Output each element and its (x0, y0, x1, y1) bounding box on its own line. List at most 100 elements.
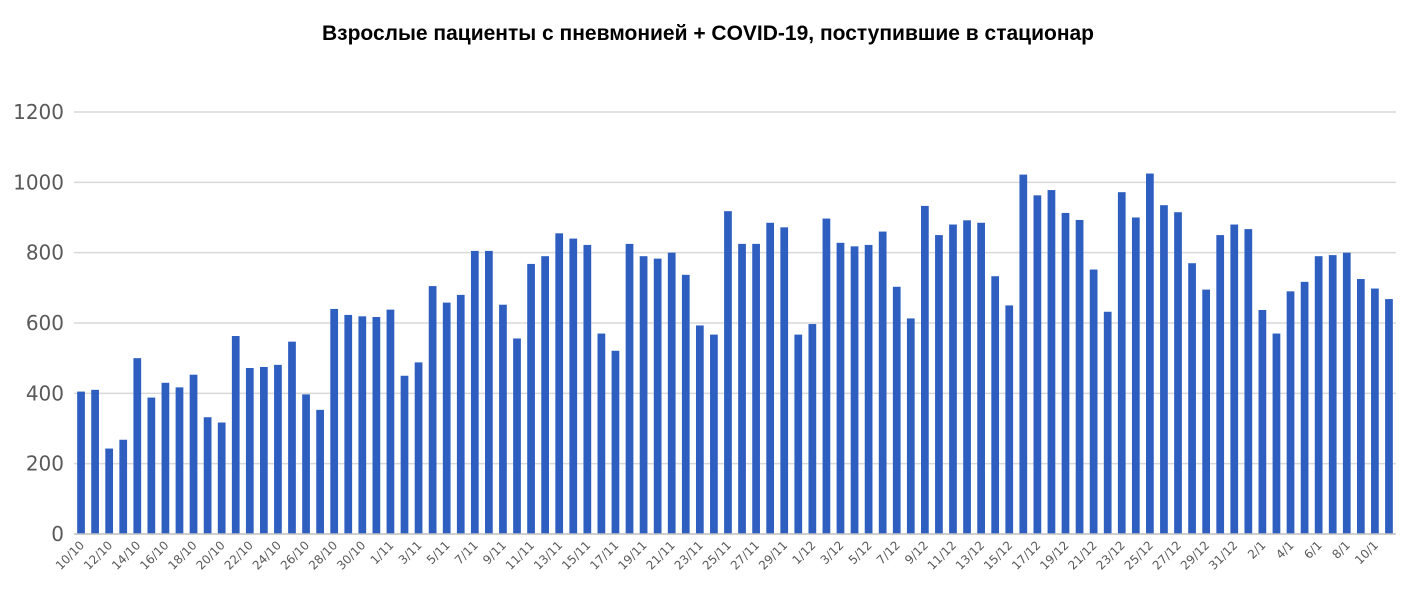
bar (1314, 256, 1323, 534)
bar (1160, 205, 1168, 535)
x-tick-label: 11/12 (925, 538, 959, 572)
bar (555, 233, 564, 534)
x-tick-label: 1/11 (368, 538, 397, 567)
x-tick-label: 13/12 (953, 538, 987, 572)
x-tick-label: 30/10 (334, 538, 368, 572)
x-tick-label: 3/12 (818, 538, 847, 567)
y-tick-label: 0 (51, 522, 64, 546)
bar (456, 294, 465, 534)
bar (569, 238, 578, 534)
bar (259, 366, 268, 534)
bar (1244, 229, 1253, 535)
bar (302, 394, 310, 534)
bar (766, 222, 775, 534)
bar (386, 309, 395, 534)
bars (77, 173, 1393, 535)
bar (991, 276, 1000, 534)
bar (977, 222, 985, 534)
bar (91, 389, 99, 534)
x-tick-label: 4/1 (1273, 538, 1297, 562)
bar (1286, 291, 1295, 534)
bar (316, 409, 324, 534)
bar (414, 362, 423, 534)
x-tick-label: 20/10 (193, 538, 227, 572)
bar (513, 338, 521, 534)
x-tick-label: 19/12 (1037, 538, 1071, 572)
bar (583, 244, 592, 534)
x-tick-label: 24/10 (250, 538, 284, 572)
bar (808, 324, 817, 534)
bar (625, 243, 634, 534)
bar (695, 325, 704, 534)
bar (1117, 192, 1126, 534)
y-tick-label: 600 (26, 311, 64, 335)
bar (963, 220, 971, 534)
x-tick-label: 25/12 (1122, 538, 1156, 572)
bar (105, 448, 114, 534)
bar (906, 318, 915, 534)
bar (1300, 281, 1309, 534)
x-tick-label: 5/11 (424, 538, 453, 567)
bar (77, 391, 85, 534)
bar (274, 364, 282, 534)
x-tick-label: 10/1 (1352, 538, 1381, 567)
y-tick-label: 400 (26, 381, 64, 405)
bar (189, 374, 198, 534)
bar (470, 250, 479, 535)
bar (850, 246, 859, 534)
bar (836, 242, 845, 534)
x-tick-label: 17/12 (1009, 538, 1043, 572)
x-tick-label: 1/12 (790, 538, 819, 567)
bar (231, 336, 240, 534)
y-tick-label: 1000 (13, 170, 64, 194)
x-tick-label: 14/10 (109, 538, 143, 572)
x-tick-label: 7/11 (452, 538, 481, 567)
bar (611, 350, 620, 534)
bar (442, 302, 451, 534)
bar (1342, 252, 1351, 534)
bar (1174, 212, 1182, 534)
bar (499, 304, 507, 534)
x-tick-label: 19/11 (615, 538, 649, 572)
bar (864, 244, 873, 534)
bar (597, 333, 606, 534)
bar (1371, 288, 1379, 534)
bar (428, 286, 437, 534)
bar (541, 256, 550, 534)
x-tick-label: 15/12 (981, 538, 1015, 572)
bar (667, 252, 676, 534)
x-axis-ticks: 10/1012/1014/1016/1018/1020/1022/1024/10… (53, 538, 1381, 572)
bar (527, 263, 535, 534)
x-tick-label: 21/11 (643, 538, 677, 572)
bar (245, 368, 254, 534)
bar (1005, 305, 1014, 534)
bar (119, 439, 128, 534)
bar (1258, 309, 1267, 534)
x-tick-label: 26/10 (278, 538, 312, 572)
bar (1146, 173, 1154, 534)
bar (372, 317, 381, 534)
bar (1019, 174, 1028, 534)
x-tick-label: 17/11 (587, 538, 621, 572)
bar (653, 258, 662, 534)
x-tick-label: 7/12 (874, 538, 903, 567)
x-tick-label: 15/11 (559, 538, 593, 572)
bar (780, 227, 789, 534)
bar (1103, 311, 1112, 534)
bar (1188, 263, 1196, 534)
x-tick-label: 23/11 (672, 538, 706, 572)
bar (175, 387, 184, 534)
x-tick-label: 13/11 (531, 538, 565, 572)
x-tick-label: 29/12 (1178, 538, 1212, 572)
bar (133, 358, 142, 534)
bar (485, 250, 493, 535)
bar (1230, 224, 1239, 535)
x-tick-label: 8/1 (1329, 538, 1353, 562)
x-tick-label: 21/12 (1065, 538, 1099, 572)
y-tick-label: 200 (26, 452, 64, 476)
x-tick-label: 2/1 (1245, 538, 1269, 562)
x-tick-label: 23/12 (1094, 538, 1128, 572)
bar (878, 231, 887, 535)
bar (1075, 219, 1084, 534)
x-tick-label: 29/11 (756, 538, 790, 572)
